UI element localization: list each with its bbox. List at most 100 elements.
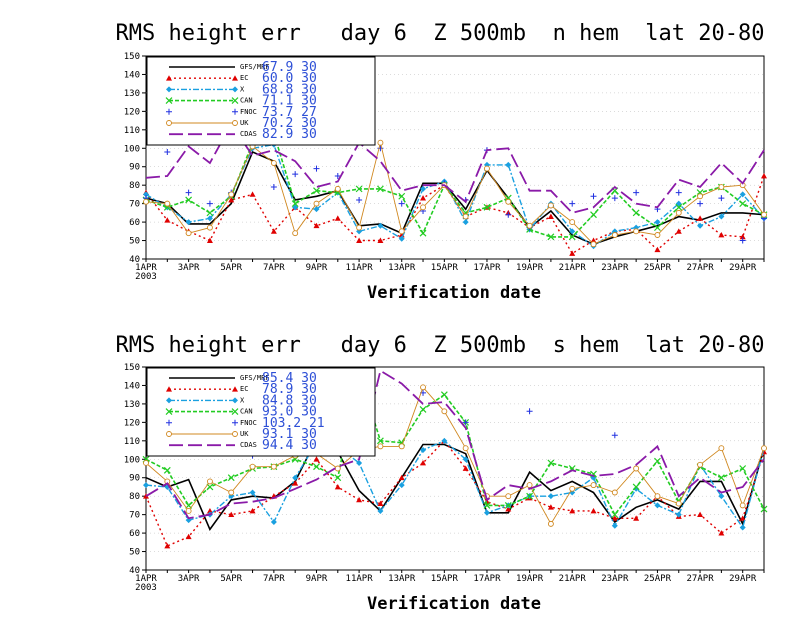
s-hem-can-line [145,372,765,517]
n-hem-x-tick-label: 3APR [178,263,200,273]
n-hem-x-point [697,222,704,229]
legend-can-name: CAN [240,408,253,416]
n-hem-fnoc-point [697,200,704,207]
s-hem-uk-point [270,463,277,470]
legend-uk-marker [232,431,238,437]
n-hem-ec-point [590,237,597,243]
n-hem-x-point [739,191,746,198]
n-hem-x-tick-label: 11APR [346,263,374,273]
s-hem-x-point [739,524,746,531]
n-hem-y-tick-label: 110 [124,126,140,136]
s-hem-y-tick-label: 110 [124,437,140,447]
legend-gfs-mrf-value: 85.4 30 [262,371,317,386]
n-hem-x-tick-label: 13APR [388,263,416,273]
n-hem-fnoc-point [185,189,192,196]
n-hem-can-point [206,209,214,217]
s-hem-can-point [163,466,171,474]
s-hem-can-point [632,483,640,491]
legend-ec-marker [166,386,172,392]
s-hem-y-tick-label: 120 [124,418,140,428]
legend-cdas-name: CDAS [240,130,257,138]
n-hem-ec-point [228,196,235,203]
legend-x-name: X [240,85,245,93]
legend-uk-marker [166,431,172,437]
n-hem-fnoc-point [356,196,363,203]
n-hem-x-point [313,206,320,213]
n-hem-y-tick-label: 90 [129,163,140,173]
n-hem-ec-point [675,228,682,234]
n-hem-ec-point [249,191,256,197]
legend-fnoc-name: FNOC [240,419,257,427]
n-hem-x-point [718,213,725,220]
n-hem-ec-point [206,237,213,243]
n-hem-x-tick-label: 21APR [559,263,587,273]
s-hem-x-point [718,493,725,500]
n-hem-x-tick-label: 29APR [729,263,757,273]
s-hem-x-tick-label: 29APR [729,574,757,584]
n-hem-uk-point [505,198,512,205]
legend-can-value: 93.0 30 [262,405,317,420]
legend-can-value: 71.1 30 [262,94,317,109]
s-hem-x-point [356,459,363,466]
s-hem-ec-point [164,543,171,549]
legend-uk-marker [166,120,172,126]
legend-ec-marker [232,386,238,392]
n-hem-fnoc-point [334,172,341,179]
s-hem-uk-line [145,386,765,525]
n-hem-fnoc-point [313,165,320,172]
n-hem-y-axis: 40 50 60 70 80 90 100 110 120 130 140 150 [124,52,146,265]
legend-ec-name: EC [240,74,248,82]
s-hem-ec-point [569,507,576,514]
legend-ec-name: EC [240,385,248,393]
n-hem-x-point [206,215,213,222]
s-hem-uk-point [420,384,426,391]
s-hem-x-tick-label: 11APR [346,574,374,584]
s-hem-ec-point [697,511,704,518]
legend-uk-value: 93.1 30 [262,427,317,442]
s-hem-uk-point [206,478,213,485]
n-hem-y-tick-label: 130 [124,89,140,99]
s-hem-ec-point [292,480,299,486]
legend-fnoc-name: FNOC [240,108,257,116]
s-hem-y-tick-label: 130 [124,400,140,410]
n-hem-uk-point [356,224,363,231]
n-hem-x-tick-label: 9APR [306,263,328,273]
n-hem-uk-point [718,184,725,190]
n-hem-uk-point [206,224,213,231]
s-hem-x-tick-label: 5APR [220,574,242,584]
s-hem-y-tick-label: 50 [129,548,140,558]
s-hem-x-tick-year: 2003 [135,583,157,593]
n-hem-y-tick-label: 100 [124,144,140,154]
n-hem-fnoc-point [270,184,277,191]
s-hem-x-point [483,509,490,516]
n-hem-ec-point [164,217,171,223]
s-hem-x-point [143,482,149,489]
legend-fnoc-marker [232,419,238,426]
n-hem-x-line [145,143,765,247]
s-hem-can-point [760,505,768,513]
n-hem-chart-title: RMS height err day 6 Z 500mb n hem lat 2… [115,21,764,46]
s-hem-x-tick-label: 15APR [431,574,459,584]
s-hem-uk-point [441,408,448,415]
n-hem-can-point [376,185,384,193]
n-hem-x-point [377,222,384,229]
n-hem-x-point [505,161,512,168]
legend-can-name: CAN [240,97,253,105]
n-hem-uk-point [547,202,554,209]
s-hem-uk-point [739,502,746,509]
legend-can-marker [165,97,173,105]
s-hem-can-point [227,474,235,482]
n-hem-uk-point [633,228,640,235]
s-hem-fnoc-point [526,408,533,415]
s-hem-can-point [504,501,512,509]
n-hem-fnoc-point [569,200,576,207]
s-hem-can-point [547,459,555,467]
n-hem-ec-point [547,213,554,219]
s-hem-uk-point [718,445,725,452]
n-hem-panel: RMS height err day 6 Z 500mb n hem lat 2… [115,21,768,303]
n-hem-uk-point [761,211,767,218]
s-hem-uk-point [505,493,512,500]
s-hem-can-point [611,511,619,519]
